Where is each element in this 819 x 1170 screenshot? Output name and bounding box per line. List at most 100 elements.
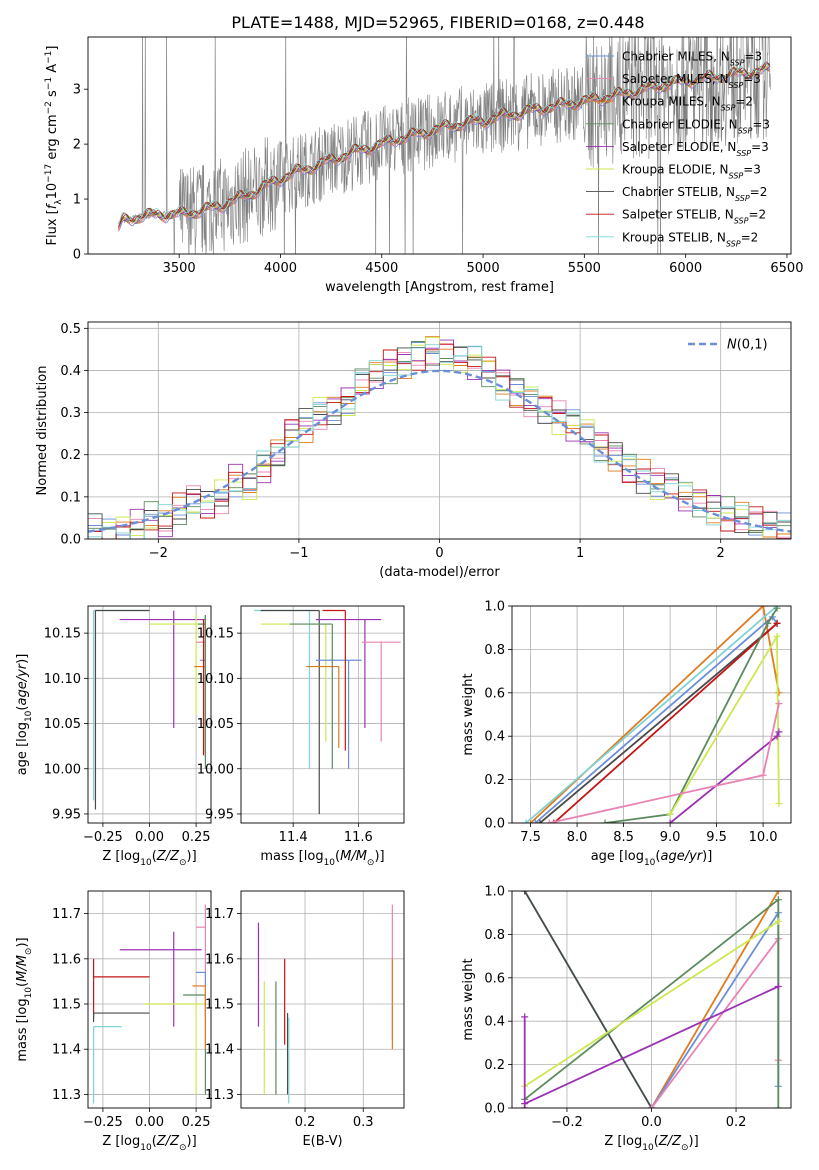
y-tick-label: 1 [73, 193, 81, 208]
plot-area [521, 891, 782, 1108]
weight-marker [759, 606, 767, 610]
x-axis-label-part: )] [689, 1134, 699, 1149]
y-axis-label-part: ( [15, 982, 30, 987]
x-axis-label-part: mass [log [260, 849, 323, 864]
weight-marker [774, 1104, 782, 1108]
x-axis-label-part: ( [335, 849, 340, 864]
x-tick-label: 8.5 [613, 830, 634, 845]
panel-weight-vs-z: −0.2 0.0 0.2 0.0 0.2 0.4 0.6 0.8 1.0 Z [log10(Z/Z… [461, 885, 792, 1153]
y-tick-label: 9.95 [52, 807, 81, 822]
x-tick-label: 0.00 [135, 830, 164, 845]
y-tick-label: 10.05 [197, 717, 234, 732]
x-axis-label-part: )] [374, 849, 384, 864]
y-axis-label-part: f [45, 202, 60, 209]
x-tick-label: −0.2 [551, 1115, 583, 1130]
y-tick-label: 9.95 [205, 807, 234, 822]
x-axis-label-part: 10 [140, 858, 152, 868]
y-tick-label: 0.4 [484, 1015, 505, 1030]
y-tick-label: 0.5 [60, 322, 81, 337]
x-axis-label-part: ( [655, 849, 660, 864]
panel-spectrum: 3500 4000 4500 5000 5500 6000 6500 0 1 2 3 waveleng… [44, 36, 803, 295]
x-tick-label: 2 [717, 546, 725, 561]
legend-label-args: (0,1) [737, 338, 768, 353]
y-tick-label: 11.7 [52, 907, 81, 922]
y-axis-label-part: 10 [45, 183, 60, 200]
y-tick-label: 10.00 [197, 762, 234, 777]
legend-label: Salpeter ELODIE, NSSP=3 [622, 140, 769, 158]
x-tick-label: 5000 [467, 261, 500, 276]
y-axis-label-part: mass [log [15, 998, 30, 1061]
weight-line [669, 633, 780, 815]
weight-marker [775, 728, 783, 736]
x-axis-label-part: ⊙ [681, 1143, 689, 1153]
histogram-step-line [88, 346, 791, 539]
panel-mass-vs-ebv: 0.2 0.3 11.3 11.4 11.5 11.6 11.7 E(B-V) [205, 890, 405, 1149]
axes-frame [87, 321, 792, 540]
x-tick-label: 6000 [669, 261, 702, 276]
x-axis-label-part: wavelength [Angstrom, rest frame] [325, 280, 554, 295]
y-tick-label: 0.1 [60, 490, 81, 505]
x-axis-label: (data-model)/error [379, 565, 500, 580]
x-axis-label-part: Z [log [604, 1134, 642, 1149]
weight-line [524, 920, 779, 1088]
y-tick-label: 0.0 [484, 817, 505, 832]
y-axis-label-part: −17 [44, 164, 54, 183]
legend-label-value: =2 [750, 185, 768, 199]
plot-area [118, 37, 771, 254]
legend-label-value: =3 [743, 72, 761, 86]
x-axis-label-part: ⊙ [179, 1143, 187, 1153]
weight-marker [759, 771, 767, 779]
legend-label-sub: SSP [735, 194, 750, 203]
y-tick-label: 0.4 [484, 730, 505, 745]
plot-area [88, 336, 791, 539]
legend-label: Kroupa STELIB, NSSP=2 [622, 230, 758, 248]
legend-label-text: Salpeter STELIB, N [622, 208, 734, 222]
legend-label-sub: SSP [738, 126, 753, 135]
y-axis-label: Normed distribution [35, 366, 50, 496]
weight-marker [521, 1104, 529, 1108]
legend-label-sub: SSP [729, 81, 744, 90]
weight-line [534, 615, 778, 823]
y-tick-label: 0.8 [484, 643, 505, 658]
axes-frame [511, 890, 792, 1109]
legend-label-value: =3 [752, 117, 770, 131]
y-tick-label: 0.4 [60, 364, 81, 379]
x-axis-label-part: Z/Z [156, 849, 180, 864]
legend-label: N(0,1) [727, 338, 768, 353]
y-tick-label: 11.4 [205, 1043, 234, 1058]
weight-marker [774, 891, 782, 895]
x-axis-label-part: ( [654, 1134, 659, 1149]
legend-label: Kroupa MILES, NSSP=2 [622, 95, 753, 113]
weight-marker [521, 1013, 529, 1021]
x-tick-label: −0.25 [83, 830, 123, 845]
legend-label-value: =3 [744, 50, 762, 64]
x-tick-label: −2 [149, 546, 168, 561]
legend-label: Salpeter MILES, NSSP=3 [622, 72, 761, 90]
y-tick-label: 0.6 [484, 971, 505, 986]
axes-frame [87, 605, 212, 824]
y-tick-label: 11.3 [205, 1088, 234, 1103]
weight-line [529, 606, 780, 823]
x-axis-label-part: )] [702, 849, 712, 864]
y-axis-label: mass weight [461, 958, 476, 1040]
weight-line [523, 891, 653, 1108]
y-axis-label-part: −1 [44, 51, 54, 64]
axes-frame [511, 605, 792, 824]
x-tick-label: 0.3 [353, 1115, 374, 1130]
x-tick-label: 0.00 [135, 1115, 164, 1130]
weight-line [650, 935, 780, 1108]
weight-marker [531, 819, 539, 823]
y-axis-label-part: )] [15, 937, 30, 947]
x-axis-label-part: ( [152, 1134, 157, 1149]
axes-frame [87, 36, 792, 255]
y-tick-label: 10.10 [44, 672, 81, 687]
y-axis-label-part: λ [54, 199, 64, 205]
y-axis-label-part: 10 [24, 987, 34, 999]
x-axis-label-part: 10 [140, 1143, 152, 1153]
legend-label-value: =3 [751, 140, 769, 154]
y-axis-label-part: age/yr [15, 662, 30, 705]
plot-area [92, 609, 207, 810]
x-axis-label-part: )] [187, 1134, 197, 1149]
y-tick-label: 10.05 [44, 717, 81, 732]
y-tick-label: 0.2 [484, 1058, 505, 1073]
